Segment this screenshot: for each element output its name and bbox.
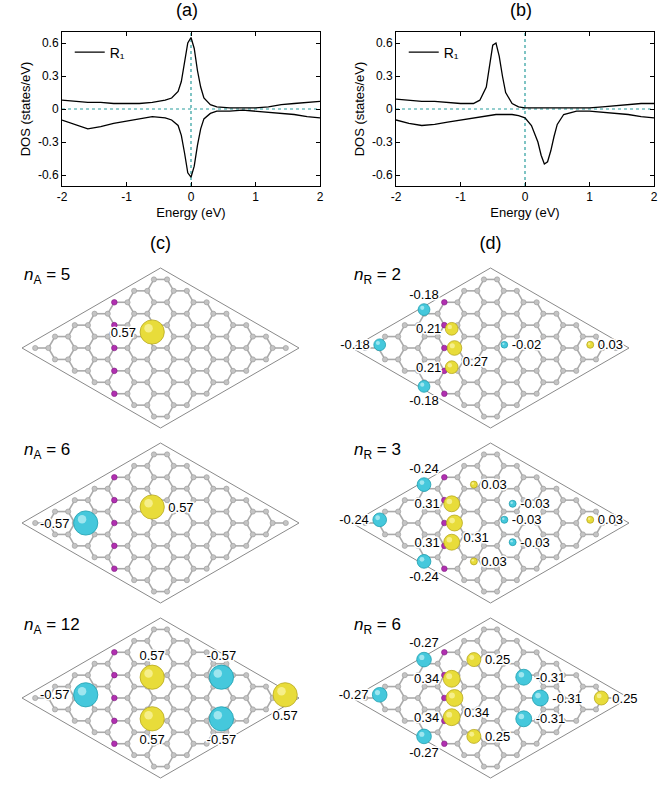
svg-text:0: 0 [522, 190, 529, 204]
svg-text:-0.24: -0.24 [409, 461, 439, 476]
svg-text:-0.18: -0.18 [409, 393, 439, 408]
svg-text:0.57: 0.57 [272, 708, 297, 723]
svg-text:0.6: 0.6 [376, 36, 393, 50]
svg-text:-0.6: -0.6 [38, 168, 59, 182]
svg-text:0.57: 0.57 [140, 732, 165, 747]
svg-text:0: 0 [188, 190, 195, 204]
svg-text:0.25: 0.25 [612, 691, 637, 706]
svg-text:Energy (eV): Energy (eV) [490, 205, 559, 220]
svg-text:(c): (c) [150, 233, 171, 253]
svg-text:0.34: 0.34 [464, 705, 489, 720]
svg-text:nR = 3: nR = 3 [354, 440, 401, 462]
svg-text:nR = 6: nR = 6 [354, 615, 401, 637]
svg-text:-0.57: -0.57 [40, 516, 70, 531]
svg-text:0.31: 0.31 [414, 496, 439, 511]
svg-text:-0.27: -0.27 [409, 745, 439, 760]
svg-text:0.57: 0.57 [111, 325, 136, 340]
svg-text:-0.57: -0.57 [207, 648, 237, 663]
svg-text:(a): (a) [176, 0, 198, 20]
svg-text:-0.6: -0.6 [372, 168, 393, 182]
svg-text:(b): (b) [510, 0, 532, 20]
svg-text:-0.02: -0.02 [512, 337, 542, 352]
svg-text:DOS (states/eV): DOS (states/eV) [18, 62, 33, 157]
svg-text:1: 1 [252, 190, 259, 204]
svg-text:-0.24: -0.24 [409, 569, 439, 584]
svg-text:2: 2 [651, 190, 658, 204]
svg-text:0.03: 0.03 [481, 554, 506, 569]
svg-text:0.3: 0.3 [42, 69, 59, 83]
svg-text:nA = 12: nA = 12 [24, 615, 80, 637]
svg-text:-0.03: -0.03 [512, 512, 542, 527]
svg-text:0.31: 0.31 [463, 530, 488, 545]
svg-text:0: 0 [386, 102, 393, 116]
svg-text:-0.03: -0.03 [520, 535, 550, 550]
svg-text:DOS (states/eV): DOS (states/eV) [352, 62, 367, 157]
svg-text:-0.27: -0.27 [409, 635, 439, 650]
svg-text:nA = 5: nA = 5 [24, 265, 70, 287]
svg-text:0.25: 0.25 [485, 729, 510, 744]
svg-text:0.27: 0.27 [463, 354, 488, 369]
svg-text:1: 1 [586, 190, 593, 204]
svg-text:0.34: 0.34 [414, 710, 439, 725]
svg-text:Energy (eV): Energy (eV) [156, 205, 225, 220]
svg-text:0.34: 0.34 [414, 671, 439, 686]
svg-text:R₁: R₁ [110, 45, 125, 61]
svg-text:0.3: 0.3 [376, 69, 393, 83]
svg-text:R₁: R₁ [444, 45, 459, 61]
svg-text:0.6: 0.6 [42, 36, 59, 50]
svg-text:0: 0 [52, 102, 59, 116]
svg-text:0.03: 0.03 [598, 337, 623, 352]
svg-text:-0.18: -0.18 [340, 337, 370, 352]
svg-text:0.03: 0.03 [598, 512, 623, 527]
svg-text:0.21: 0.21 [416, 360, 441, 375]
svg-text:0.03: 0.03 [481, 477, 506, 492]
svg-text:-2: -2 [391, 190, 402, 204]
svg-text:-0.31: -0.31 [536, 711, 566, 726]
svg-text:0.25: 0.25 [485, 652, 510, 667]
svg-text:0.31: 0.31 [414, 535, 439, 550]
svg-text:0.21: 0.21 [416, 321, 441, 336]
svg-text:-0.18: -0.18 [409, 287, 439, 302]
svg-text:-2: -2 [57, 190, 68, 204]
svg-text:-0.24: -0.24 [339, 512, 369, 527]
svg-text:nA = 6: nA = 6 [24, 440, 70, 462]
svg-text:-0.57: -0.57 [40, 687, 70, 702]
svg-text:nR = 2: nR = 2 [354, 265, 401, 287]
svg-text:0.57: 0.57 [168, 500, 193, 515]
svg-text:(d): (d) [480, 233, 502, 253]
svg-text:-0.3: -0.3 [372, 135, 393, 149]
svg-text:-0.3: -0.3 [38, 135, 59, 149]
svg-text:-0.03: -0.03 [520, 496, 550, 511]
svg-text:2: 2 [317, 190, 324, 204]
svg-text:-0.57: -0.57 [207, 732, 237, 747]
svg-text:-0.31: -0.31 [552, 691, 582, 706]
svg-text:-0.27: -0.27 [339, 687, 369, 702]
svg-text:-0.31: -0.31 [536, 670, 566, 685]
svg-text:0.57: 0.57 [140, 648, 165, 663]
svg-text:-1: -1 [121, 190, 132, 204]
svg-text:-1: -1 [455, 190, 466, 204]
